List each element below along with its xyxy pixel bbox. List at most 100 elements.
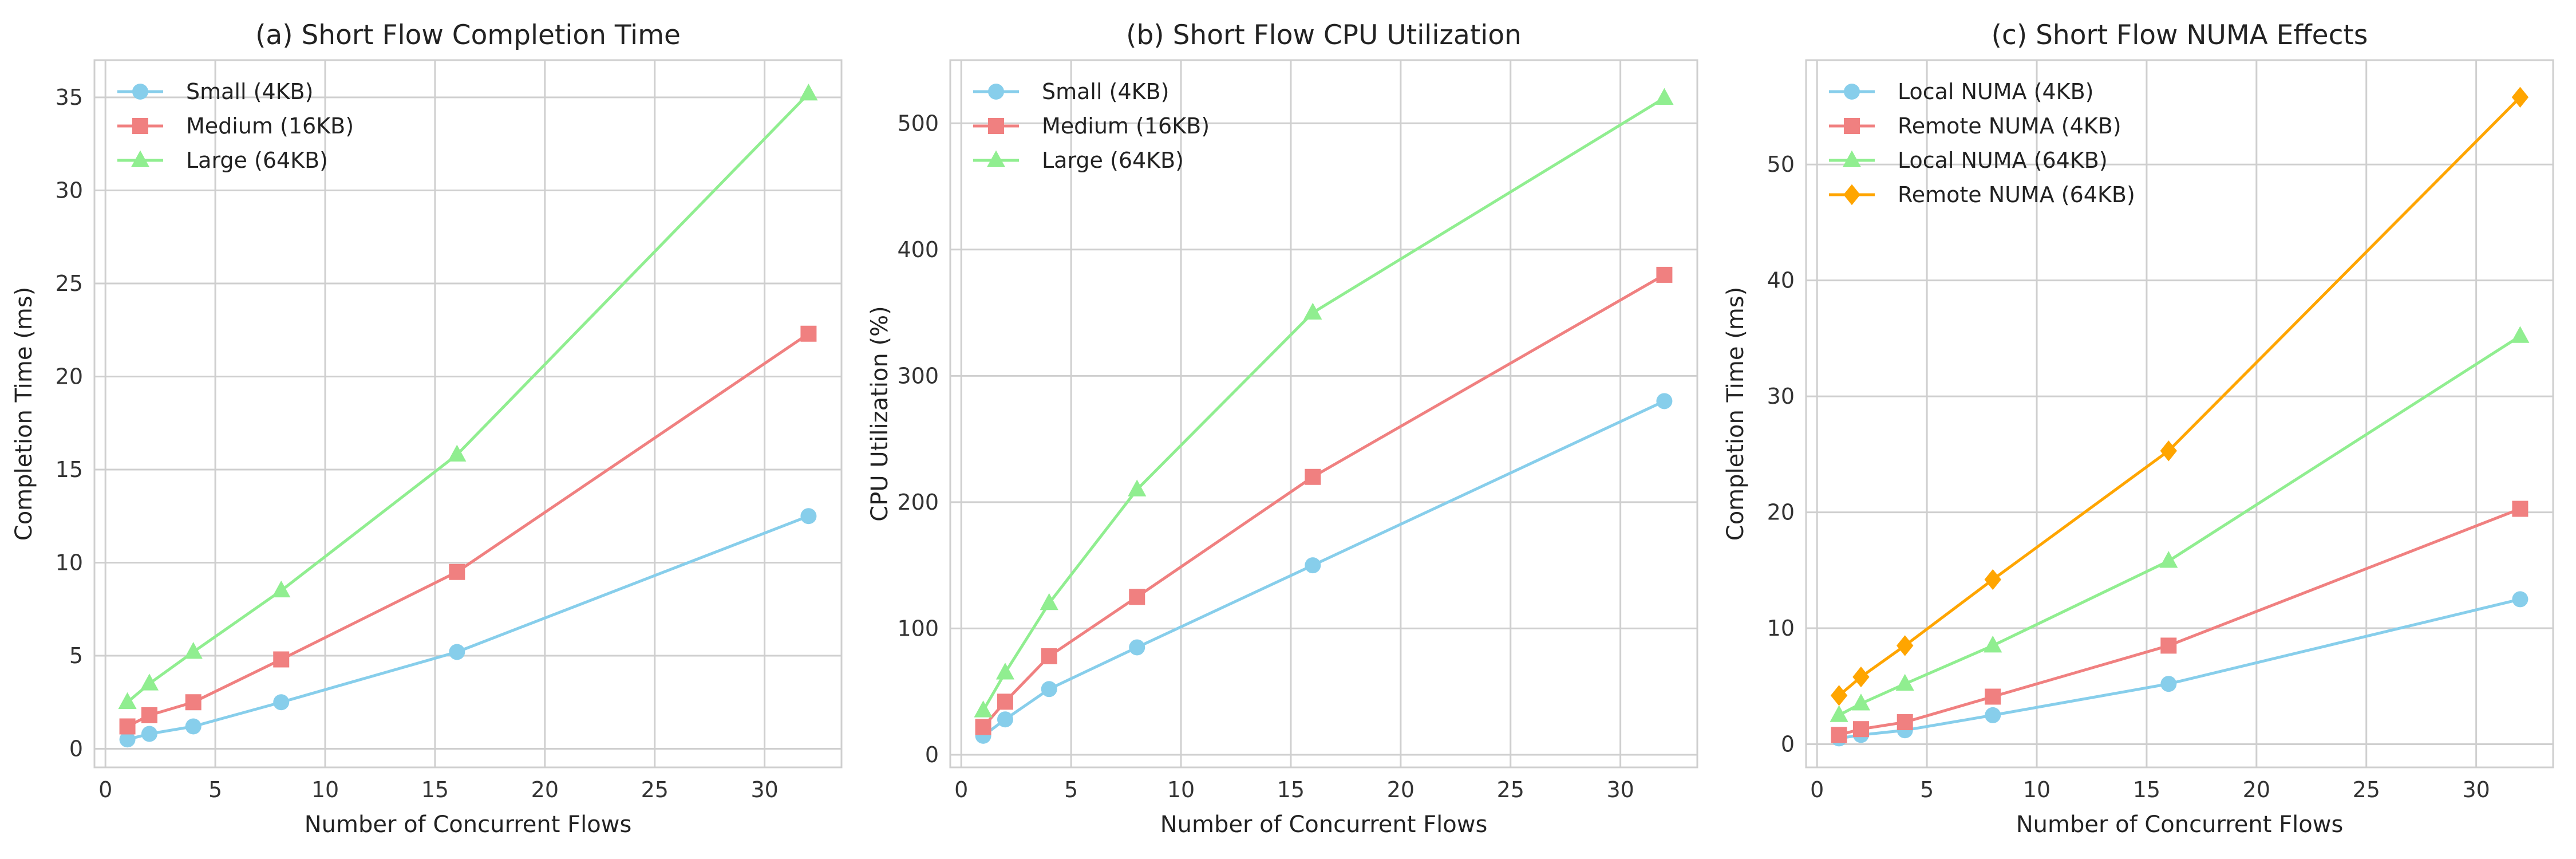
plot-frame bbox=[1805, 59, 2554, 769]
data-point bbox=[1984, 569, 2001, 590]
data-point bbox=[975, 719, 991, 735]
x-tick-label: 15 bbox=[2133, 777, 2160, 802]
data-point bbox=[974, 700, 993, 718]
data-point bbox=[1305, 557, 1321, 574]
legend-label: Remote NUMA (64KB) bbox=[1898, 182, 2135, 207]
data-point bbox=[185, 718, 202, 735]
series-line bbox=[127, 332, 809, 728]
x-tick-label: 15 bbox=[421, 777, 449, 802]
data-point bbox=[1895, 673, 1914, 691]
x-tick-label: 25 bbox=[2353, 777, 2380, 802]
data-point bbox=[119, 718, 136, 735]
data-point bbox=[799, 84, 818, 101]
x-tick-label: 25 bbox=[1497, 777, 1524, 802]
x-tick-label: 5 bbox=[1064, 777, 1078, 802]
y-tick-label: 0 bbox=[1781, 732, 1795, 757]
data-point bbox=[272, 580, 291, 598]
data-point bbox=[119, 731, 136, 748]
data-point bbox=[140, 673, 159, 691]
legend-label: Large (64KB) bbox=[186, 148, 328, 173]
y-tick-label: 10 bbox=[1767, 616, 1795, 641]
data-point bbox=[1852, 666, 1870, 688]
data-point bbox=[1305, 468, 1321, 485]
legend-label: Medium (16KB) bbox=[186, 113, 354, 139]
data-point bbox=[1897, 714, 1913, 731]
y-tick-label: 300 bbox=[897, 363, 939, 388]
legend-label: Large (64KB) bbox=[1042, 148, 1184, 173]
data-point bbox=[2512, 591, 2528, 608]
y-axis-label: Completion Time (ms) bbox=[1722, 287, 1749, 541]
chart-title: (b) Short Flow CPU Utilization bbox=[1126, 19, 1522, 51]
series-line bbox=[1838, 334, 2521, 717]
y-tick-label: 20 bbox=[1767, 500, 1795, 525]
data-point bbox=[800, 325, 817, 342]
data-point bbox=[449, 644, 465, 660]
y-tick-label: 40 bbox=[1767, 268, 1795, 293]
x-tick-label: 30 bbox=[2462, 777, 2490, 802]
y-tick-label: 10 bbox=[56, 550, 83, 576]
data-point bbox=[1041, 681, 1057, 698]
data-point bbox=[997, 711, 1013, 728]
x-tick-label: 0 bbox=[1810, 777, 1824, 802]
y-tick-label: 25 bbox=[56, 271, 83, 296]
data-point bbox=[800, 508, 817, 525]
data-point bbox=[1830, 685, 1848, 706]
data-point bbox=[118, 692, 137, 710]
x-tick-label: 10 bbox=[1167, 777, 1195, 802]
legend-label: Remote NUMA (4KB) bbox=[1898, 113, 2121, 139]
x-tick-label: 5 bbox=[1920, 777, 1934, 802]
x-tick-label: 20 bbox=[2243, 777, 2270, 802]
data-point bbox=[1985, 707, 2001, 723]
data-point bbox=[997, 693, 1013, 710]
y-tick-label: 20 bbox=[56, 364, 83, 389]
y-tick-label: 500 bbox=[897, 111, 939, 136]
x-tick-label: 0 bbox=[98, 777, 112, 802]
legend-marker bbox=[988, 118, 1004, 134]
data-point bbox=[1129, 589, 1145, 605]
series-line bbox=[982, 273, 1665, 728]
y-tick-label: 50 bbox=[1767, 152, 1795, 177]
x-tick-label: 15 bbox=[1277, 777, 1305, 802]
y-tick-label: 35 bbox=[56, 85, 83, 110]
legend-marker bbox=[132, 84, 148, 100]
y-axis-label: Completion Time (ms) bbox=[11, 287, 37, 541]
data-point bbox=[1831, 727, 1847, 743]
x-tick-label: 20 bbox=[531, 777, 559, 802]
y-tick-label: 30 bbox=[56, 178, 83, 203]
data-point bbox=[1852, 721, 1869, 738]
data-point bbox=[184, 642, 203, 659]
data-point bbox=[2160, 440, 2178, 462]
legend-label: Local NUMA (64KB) bbox=[1898, 148, 2108, 173]
y-tick-label: 0 bbox=[925, 742, 939, 767]
legend-label: Local NUMA (4KB) bbox=[1898, 79, 2093, 104]
data-point bbox=[141, 707, 157, 723]
data-point bbox=[185, 694, 202, 711]
x-axis-label: Number of Concurrent Flows bbox=[1160, 811, 1488, 838]
legend-marker bbox=[1844, 84, 1860, 100]
data-point bbox=[1040, 593, 1058, 610]
chart-title: (c) Short Flow NUMA Effects bbox=[1992, 19, 2368, 51]
x-tick-label: 0 bbox=[954, 777, 968, 802]
x-tick-label: 25 bbox=[641, 777, 669, 802]
series-line bbox=[982, 400, 1665, 737]
data-point bbox=[2159, 551, 2178, 568]
data-point bbox=[1129, 639, 1145, 656]
y-tick-label: 200 bbox=[897, 490, 939, 515]
series-line bbox=[982, 97, 1665, 712]
y-axis-label: CPU Utilization (%) bbox=[867, 306, 893, 521]
data-point bbox=[1984, 635, 2002, 653]
y-tick-label: 30 bbox=[1767, 384, 1795, 409]
x-tick-label: 10 bbox=[311, 777, 339, 802]
chart-panel-1: 0 5 10 15 20 25 30 0 5 10 15 20 25 30 35 (a) Short Flow… bbox=[11, 19, 843, 838]
y-tick-label: 0 bbox=[69, 736, 83, 762]
x-tick-label: 10 bbox=[2023, 777, 2050, 802]
x-tick-label: 5 bbox=[208, 777, 222, 802]
chart-panel-3: 0 5 10 15 20 25 30 0 10 20 30 40 50 (c) Short Flow NU… bbox=[1722, 19, 2554, 838]
data-point bbox=[1656, 266, 1673, 283]
data-point bbox=[1128, 479, 1147, 497]
data-point bbox=[1303, 302, 1322, 320]
data-point bbox=[2511, 86, 2529, 108]
data-point bbox=[273, 651, 290, 668]
